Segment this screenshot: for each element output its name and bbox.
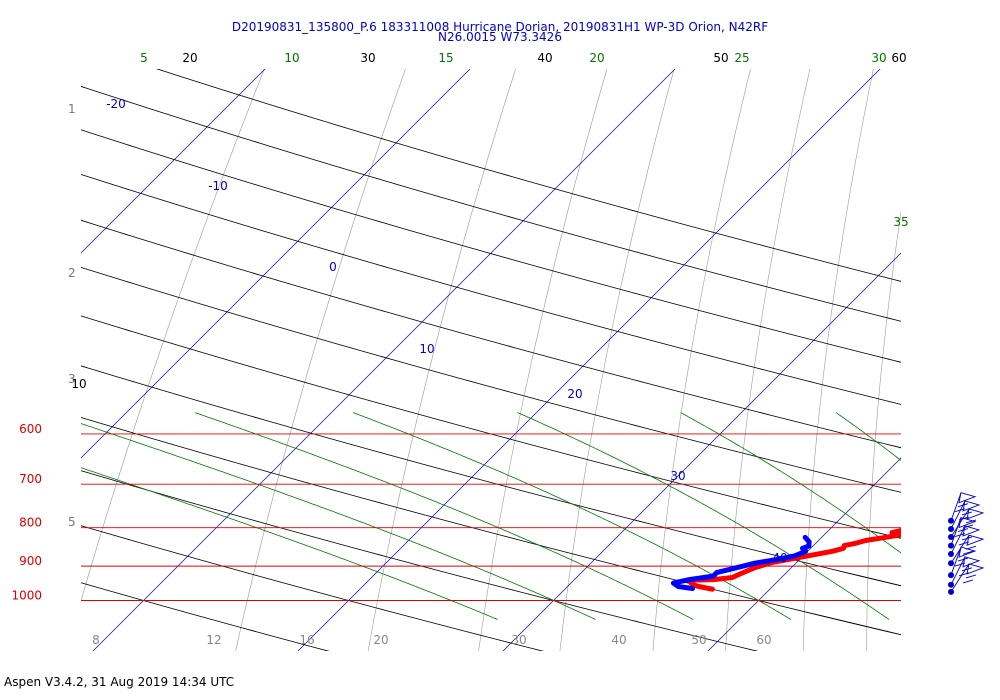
dry-adiabat (155, 69, 901, 282)
height-label: 2 (68, 266, 76, 280)
mixing-ratio-line (478, 69, 608, 651)
wind-barbs (948, 492, 985, 595)
isotherm-line (92, 69, 676, 651)
dry-adiabat (81, 219, 901, 449)
height-label: 3 (68, 372, 76, 386)
dry-adiabat-label: 20 (182, 51, 197, 65)
moist-adiabat-label: 35 (893, 215, 908, 229)
diagram-grid (81, 64, 1000, 656)
mixing-ratio-line (866, 209, 901, 651)
mixing-ratio-label: 30 (511, 633, 526, 647)
mixing-ratio-line (652, 69, 751, 651)
height-label: 1 (68, 102, 76, 116)
isotherm-label: 0 (329, 260, 337, 274)
mixing-ratio-line (932, 64, 980, 656)
wind-barb (948, 563, 985, 595)
mixing-ratio-label: 50 (691, 633, 706, 647)
mixing-ratio-label: 20 (373, 633, 388, 647)
footer-text: Aspen V3.4.2, 31 Aug 2019 14:34 UTC (4, 675, 235, 689)
pressure-label: 1000 (11, 589, 42, 603)
isotherm-label: 30 (670, 469, 685, 483)
sounding-profiles (670, 527, 901, 592)
mixing-ratio-label: 12 (206, 633, 221, 647)
dry-adiabat (81, 416, 901, 636)
isotherm-label: -10 (208, 179, 228, 193)
isotherm-label: 10 (419, 342, 434, 356)
moist-adiabat-label: 25 (734, 51, 749, 65)
dry-adiabat-label: 50 (713, 51, 728, 65)
isotherm-line (297, 69, 881, 651)
moist-adiabat (194, 412, 694, 620)
mixing-ratio-line (802, 69, 874, 651)
dry-adiabat (81, 85, 901, 322)
moist-adiabat (81, 423, 596, 620)
dry-adiabat-label: 30 (360, 51, 375, 65)
chart-title: D20190831_135800_P.6 183311008 Hurricane… (231, 20, 769, 34)
mixing-ratio-label: 8 (92, 633, 100, 647)
isotherm-label: 20 (567, 387, 582, 401)
pressure-label: 600 (19, 422, 42, 436)
moist-adiabat (81, 467, 498, 620)
moist-adiabat-label: 30 (871, 51, 886, 65)
isobars (81, 433, 901, 601)
height-label: 5 (68, 515, 76, 529)
moist-adiabat-label: 5 (140, 51, 148, 65)
pressure-label: 700 (19, 472, 42, 486)
mixing-ratio-line (367, 69, 516, 651)
pressure-label: 800 (19, 516, 42, 530)
dry-adiabat (81, 266, 901, 493)
isotherm-label: 40 (772, 551, 787, 565)
moist-adiabat-label: 15 (438, 51, 453, 65)
mixing-ratio-label: 60 (756, 633, 771, 647)
isotherm-label: -20 (106, 97, 126, 111)
pressure-label: 900 (19, 554, 42, 568)
isotherm-line (81, 69, 471, 459)
temperature-profile-line (686, 527, 901, 592)
chart-subtitle: N26.0015 W73.3426 (438, 30, 562, 44)
moist-adiabat (981, 413, 1000, 620)
dry-adiabat (81, 525, 544, 651)
dry-adiabat (81, 582, 330, 651)
mixing-ratio-line (81, 69, 265, 602)
mixing-ratio-line (986, 64, 1000, 656)
moist-adiabat (835, 412, 901, 461)
dry-adiabat (81, 315, 901, 539)
moist-adiabat (517, 412, 890, 620)
dry-adiabat (81, 470, 759, 651)
mixing-ratio-line (559, 69, 675, 651)
dewpoint-profile-line (670, 534, 812, 591)
mixing-ratio-line (235, 69, 406, 651)
isotherm-line (502, 252, 901, 651)
dry-adiabat-label: 40 (537, 51, 552, 65)
dry-adiabat-label: 60 (891, 51, 906, 65)
dry-adiabat (81, 129, 901, 363)
mixing-ratio-line (725, 69, 811, 651)
isotherm-line (81, 69, 266, 254)
dry-adiabat (81, 365, 901, 587)
moist-adiabat-label: 10 (284, 51, 299, 65)
moist-adiabat-label: 20 (589, 51, 604, 65)
moist-adiabat (680, 412, 901, 554)
mixing-ratio-label: 16 (299, 633, 314, 647)
moist-adiabat (352, 412, 792, 620)
dry-adiabat-label: 10 (71, 377, 86, 391)
mixing-ratio-label: 40 (611, 633, 626, 647)
dry-adiabat (81, 173, 901, 405)
